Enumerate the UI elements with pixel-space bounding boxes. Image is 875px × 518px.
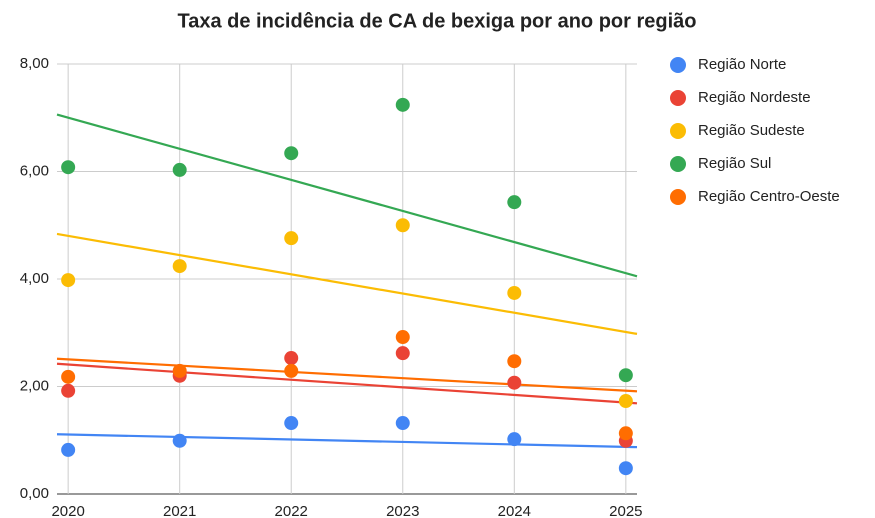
point [395,97,410,112]
point [284,363,299,378]
y-tick-label: 6,00 [20,162,49,179]
point [172,162,187,177]
trendline [56,362,638,405]
legend-label: Região Norte [698,56,786,73]
point [172,433,187,448]
legend-label: Região Nordeste [698,89,811,106]
point [618,426,633,441]
chart-title: Taxa de incidência de CA de bexiga por a… [177,10,696,32]
point [61,273,76,288]
trendline [56,433,638,449]
x-tick-label: 2023 [386,503,419,518]
point [61,383,76,398]
point [395,330,410,345]
legend-label: Região Centro-Oeste [698,188,840,205]
trendline [56,113,638,278]
point [618,394,633,409]
x-tick-label: 2024 [498,503,531,518]
y-tick-label: 2,00 [20,377,49,394]
point [284,351,299,366]
point [507,285,522,300]
point [507,375,522,390]
point [61,442,76,457]
y-tick-label: 8,00 [20,55,49,72]
legend-marker [670,90,686,106]
legend-marker [670,156,686,172]
point [507,432,522,447]
point [618,368,633,383]
legend-marker [670,189,686,205]
trendline [56,232,638,335]
point [618,461,633,476]
legend-marker [670,123,686,139]
trendline [56,357,638,393]
point [61,160,76,175]
point [61,369,76,384]
legend-marker [670,57,686,73]
point [284,146,299,161]
x-tick-label: 2021 [163,503,196,518]
y-tick-label: 0,00 [20,485,49,502]
legend-label: Região Sudeste [698,122,805,139]
point [284,416,299,431]
x-tick-label: 2025 [609,503,642,518]
point [507,354,522,369]
point [284,231,299,246]
y-tick-label: 4,00 [20,270,49,287]
point [507,195,522,210]
point [395,416,410,431]
point [172,363,187,378]
point [395,218,410,233]
legend-label: Região Sul [698,155,771,172]
x-tick-label: 2022 [275,503,308,518]
x-tick-label: 2020 [51,503,84,518]
point [395,346,410,361]
point [172,259,187,274]
